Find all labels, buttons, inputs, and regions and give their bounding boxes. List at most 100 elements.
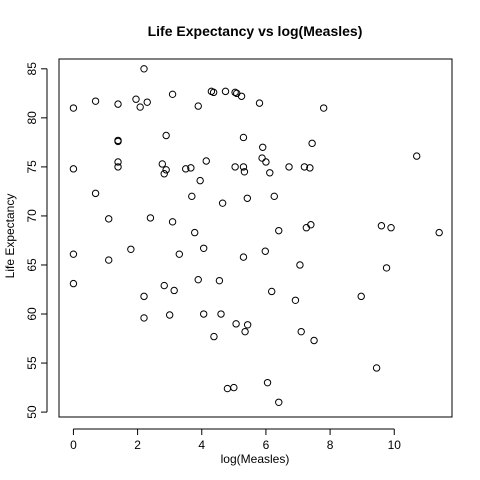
data-point [209,88,218,97]
data-point [377,222,386,230]
data-point [221,87,230,96]
data-point [382,264,391,272]
data-point [69,250,78,258]
data-point [275,226,283,235]
data-point [435,228,443,237]
data-point [202,157,210,165]
data-point [300,163,309,171]
data-point [357,292,365,301]
data-point [231,163,239,171]
data-point [262,158,270,166]
data-point [241,327,249,336]
x-tick-label: 2 [134,438,141,452]
data-point [308,139,316,148]
data-point [69,165,78,173]
data-points [69,65,443,406]
data-point [158,160,167,168]
x-tick-label: 6 [263,438,270,452]
data-point [165,311,174,319]
chart-title: Life Expectancy vs log(Measles) [148,23,363,39]
data-point [306,164,314,172]
data-point [243,321,252,329]
data-point [240,168,249,176]
data-point [140,65,148,73]
data-point [182,165,190,173]
y-axis: 50 55 60 65 70 75 80 85 [25,62,48,419]
y-tick-label: 60 [25,307,39,321]
y-tick-label: 85 [25,62,39,76]
data-point [218,199,227,207]
data-point [275,398,283,406]
data-point [372,364,381,372]
data-point [140,292,148,301]
data-point [285,163,293,171]
data-point [191,228,199,237]
data-point [266,169,274,177]
data-point [259,143,267,151]
data-point [160,170,168,178]
data-point [270,192,278,201]
data-point [268,287,276,296]
y-tick-label: 50 [25,405,39,419]
y-tick-label: 70 [25,209,39,223]
data-point [231,88,239,97]
data-point [196,176,204,185]
data-point [387,224,395,232]
y-tick-label: 75 [25,160,39,174]
data-point [199,310,208,318]
data-point [232,320,240,328]
data-point [243,194,252,202]
data-point [140,314,148,322]
data-point [143,98,151,106]
data-point [297,327,305,336]
x-axis: 0 2 4 6 8 10 [70,428,402,452]
data-point [310,336,318,345]
data-point [105,215,113,223]
data-point [91,189,100,198]
data-point [223,384,232,393]
data-point [69,104,78,112]
data-point [114,100,122,108]
y-tick-label: 80 [25,111,39,125]
data-point [132,95,140,103]
data-point [91,97,100,105]
data-point [319,104,328,112]
data-point [168,90,177,99]
data-point [114,158,122,166]
data-point [105,256,113,264]
data-point [307,221,315,229]
data-point [175,250,184,258]
data-point [239,253,248,261]
data-point [263,378,272,387]
x-tick-label: 4 [198,438,205,452]
plot-frame [58,58,453,418]
data-point [170,286,178,295]
x-axis-label: log(Measles) [221,452,290,466]
data-point [187,164,195,172]
data-point [217,310,225,318]
data-point [413,152,421,160]
data-point [239,133,248,142]
y-tick-label: 65 [25,258,39,272]
data-point [136,103,144,111]
data-point [230,383,238,392]
data-point [69,279,78,288]
data-point [127,245,135,253]
data-point [258,154,266,162]
data-point [162,166,170,174]
data-point [291,296,300,304]
data-point [239,163,248,171]
x-tick-label: 8 [327,438,334,452]
y-tick-label: 55 [25,356,39,370]
data-point [146,214,155,222]
data-point [261,247,269,255]
x-tick-label: 0 [70,438,77,452]
data-point [188,192,196,201]
x-tick-label: 10 [388,438,402,452]
data-point [114,137,122,146]
data-point [296,261,304,269]
data-point [194,275,202,284]
data-point [210,332,218,341]
data-point [194,102,202,110]
